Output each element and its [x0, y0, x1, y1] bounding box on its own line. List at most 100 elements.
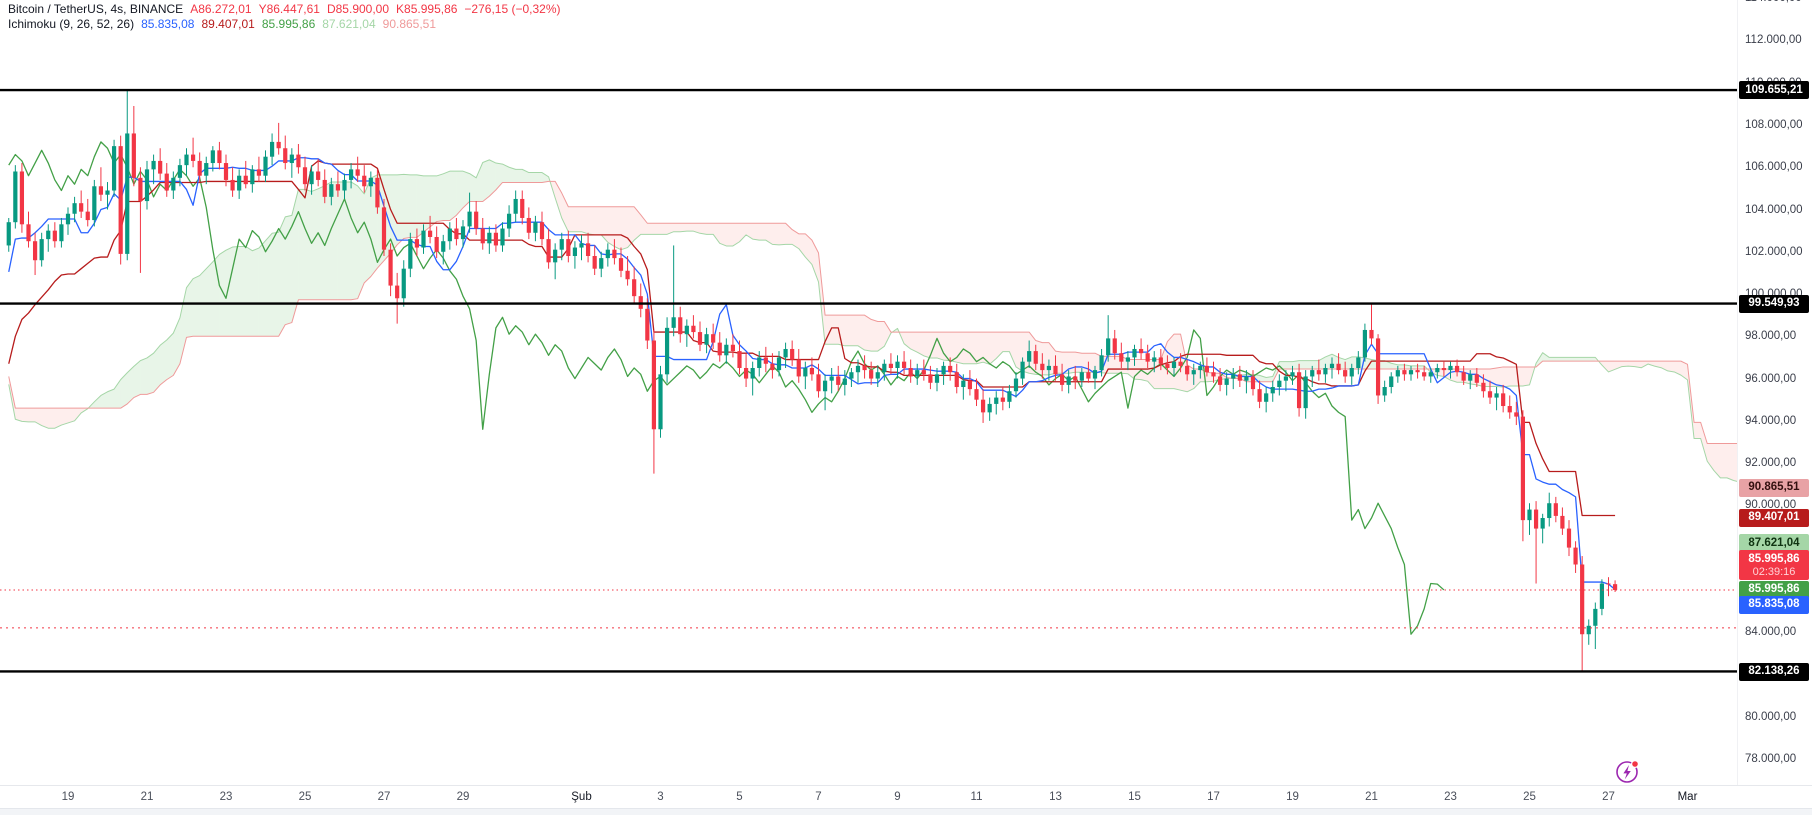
cloud-segment — [1601, 361, 1609, 372]
cloud-segment — [640, 214, 648, 235]
cloud-segment — [423, 175, 431, 233]
cloud-segment — [390, 174, 398, 254]
cloud-segment — [1364, 357, 1372, 370]
candle-body — [243, 175, 248, 185]
candle-body — [790, 348, 795, 360]
candle-body — [1389, 376, 1394, 388]
cloud-segment — [1305, 360, 1313, 370]
candle-body — [269, 141, 275, 157]
candle-body — [92, 186, 97, 221]
candle-body — [388, 249, 393, 286]
kijun-value: 89.407,01 — [201, 17, 255, 31]
cloud-segment — [574, 206, 582, 232]
time-tick: 19 — [61, 791, 75, 803]
cloud-segment — [1503, 366, 1510, 388]
candle-body — [1369, 329, 1374, 339]
cloud-segment — [1647, 361, 1655, 367]
cloud-segment — [1680, 361, 1688, 380]
candle-body — [474, 211, 479, 229]
candle-body — [1553, 503, 1558, 516]
cloud-segment — [67, 408, 75, 423]
time-tick: 21 — [140, 791, 154, 803]
senkou-b-line — [8, 180, 1737, 445]
cloud-segment — [265, 233, 273, 337]
time-tick: 29 — [456, 791, 470, 803]
cloud-segment — [48, 408, 55, 429]
cloud-segment — [792, 229, 799, 249]
symbol-legend-row[interactable]: Bitcoin / TetherUS, 4s, BINANCE A86.272,… — [8, 2, 561, 16]
candle-body — [678, 317, 683, 335]
time-tick: 17 — [1207, 791, 1220, 803]
cloud-segment — [561, 193, 569, 232]
candle-body — [1013, 378, 1019, 392]
candle-body — [1501, 393, 1506, 407]
cloud-segment — [1707, 443, 1714, 471]
cloud-segment — [910, 332, 918, 353]
candle-body — [908, 367, 913, 377]
cloud-segment — [1002, 332, 1010, 352]
candle-body — [625, 270, 630, 280]
candle-body — [855, 365, 861, 373]
indicator-name: Ichimoku (9, 26, 52, 26) — [8, 17, 135, 31]
candle-body — [592, 256, 597, 269]
candle-body — [1204, 365, 1210, 373]
cloud-segment — [1562, 357, 1569, 362]
time-tick: 27 — [377, 791, 391, 803]
candle-body — [1053, 365, 1058, 375]
candle-body — [513, 198, 518, 214]
cloud-segment — [1173, 334, 1181, 391]
indicator-legend-row[interactable]: Ichimoku (9, 26, 52, 26) 85.835,08 89.40… — [8, 17, 561, 31]
ichimoku-values: 85.835,08 89.407,01 85.995,86 87.621,04 … — [134, 17, 436, 31]
price-tick: 114.000,00 — [1745, 0, 1802, 4]
candle-body — [539, 222, 545, 240]
candle-body — [1375, 338, 1381, 396]
cloud-segment — [114, 379, 121, 409]
candle-body — [658, 374, 663, 430]
cloud-segment — [818, 252, 826, 345]
candle-body — [6, 222, 11, 246]
candle-body — [177, 165, 183, 178]
time-tick: 23 — [1444, 791, 1457, 803]
candle-body — [921, 370, 926, 375]
time-tick: 7 — [815, 791, 822, 803]
cloud-segment — [1266, 376, 1273, 382]
candle-body — [1086, 372, 1091, 379]
candle-body — [928, 374, 933, 383]
cloud-segment — [515, 169, 523, 183]
candle-body — [1217, 376, 1223, 385]
price-axis[interactable]: 114.000,00112.000,00110.000,00108.000,00… — [1738, 0, 1812, 785]
plot-area — [0, 88, 1737, 673]
candle-body — [1323, 367, 1328, 375]
candle-body — [316, 171, 321, 180]
candle-body — [85, 211, 90, 221]
candle-body — [697, 332, 703, 345]
cloud-segment — [285, 215, 292, 325]
candle-body — [632, 279, 637, 297]
cloud-segment — [844, 315, 852, 346]
candle-body — [1296, 372, 1302, 409]
candle-body — [1046, 365, 1052, 371]
lightning-status-icon[interactable] — [1616, 759, 1639, 783]
cloud-segment — [1628, 361, 1635, 367]
candle-body — [111, 146, 117, 191]
cloud-segment — [726, 223, 733, 246]
senkou-b-label: 90.865,51 — [1739, 478, 1809, 497]
candle-body — [52, 230, 57, 242]
candle-body — [395, 285, 400, 299]
chikou-line — [8, 141, 1445, 635]
cloud-segment — [1555, 357, 1563, 362]
cloud-segment — [100, 391, 108, 409]
candle-body — [585, 243, 591, 257]
price-tick: 80.000,00 — [1745, 710, 1797, 723]
candle-body — [1106, 338, 1111, 356]
candle-body — [605, 249, 610, 259]
cloud-segment — [179, 287, 187, 364]
cloud-segment — [798, 233, 806, 258]
candle-body — [1349, 367, 1354, 377]
candle-body — [882, 363, 887, 373]
candle-body — [836, 376, 841, 385]
cloud-segment — [989, 332, 997, 365]
candle-body — [849, 372, 854, 379]
cloud-segment — [1417, 365, 1425, 370]
